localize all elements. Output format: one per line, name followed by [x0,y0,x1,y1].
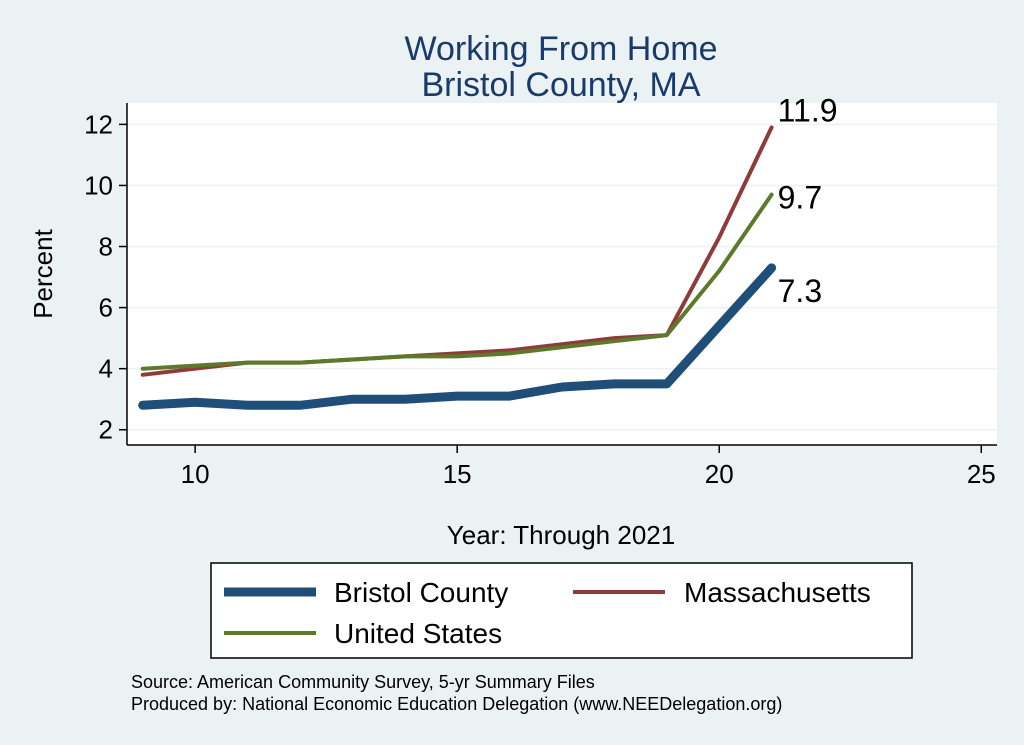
legend: Bristol County Massachusetts United States [224,577,871,649]
x-tick-label: 10 [181,459,210,489]
legend-label: Bristol County [334,577,508,608]
legend-label: United States [334,618,502,649]
series-line-bristol-county [138,263,777,410]
y-tick-label: 12 [84,109,113,139]
x-tick-label: 20 [705,459,734,489]
axes: 2 4 6 8 10 12 10 15 20 25 [84,103,997,489]
source-note: Source: American Community Survey, 5-yr … [131,672,595,692]
chart-title: Working From Home [405,30,718,68]
end-label-massachusetts: 11.9 [778,92,838,128]
plot-area [127,103,997,445]
x-tick-label: 25 [967,459,996,489]
y-tick-label: 4 [99,354,113,384]
x-tick-label: 15 [443,459,472,489]
y-tick-label: 6 [99,293,113,323]
y-tick-label: 10 [84,170,113,200]
legend-box [210,562,913,659]
y-tick-label: 2 [99,415,113,445]
series-line-united-states [140,192,774,371]
end-label-united-states: 9.7 [778,180,822,216]
chart-subtitle: Bristol County, MA [421,66,700,104]
legend-label: Massachusetts [684,577,871,608]
end-labels: 7.3 11.9 9.7 [778,92,838,308]
y-tick-label: 8 [99,232,113,262]
grid [127,123,997,431]
producer-note: Produced by: National Economic Education… [131,694,782,714]
series [138,125,777,410]
y-axis-title: Percent [28,228,58,318]
end-label-bristol-county: 7.3 [778,273,822,309]
x-axis-title: Year: Through 2021 [447,520,675,550]
